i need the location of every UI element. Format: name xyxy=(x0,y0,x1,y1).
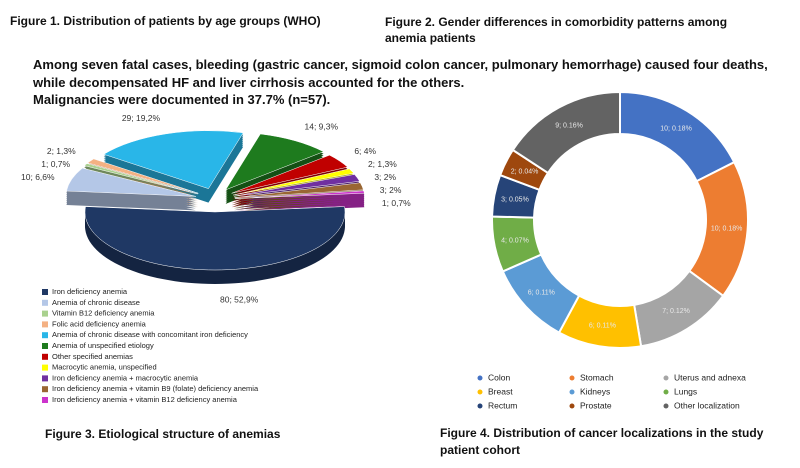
legend-swatch xyxy=(42,375,48,382)
legend-swatch xyxy=(663,375,669,381)
slice-top xyxy=(83,163,198,195)
donut-segment xyxy=(511,90,621,175)
legend-swatch xyxy=(42,353,48,360)
data-label: 6; 0.11% xyxy=(528,289,555,296)
slice-side xyxy=(234,198,365,207)
slice-top xyxy=(233,168,355,196)
legend-swatch xyxy=(569,403,575,409)
data-label: 9; 0.16% xyxy=(555,123,583,130)
slice-side xyxy=(234,196,365,205)
legend-swatch xyxy=(42,332,48,339)
legend-swatch xyxy=(477,403,483,409)
caption: Figure 4. Distribution of cancer localiz… xyxy=(440,426,764,457)
caption: Figure 3. Etiological structure of anemi… xyxy=(45,427,281,441)
legend-label: Colon xyxy=(488,372,510,382)
legend-swatch xyxy=(663,389,669,395)
legend-swatch xyxy=(42,397,48,403)
slice-side xyxy=(234,200,365,209)
data-label: 10; 0.18% xyxy=(711,226,743,233)
legend-label: Macrocytic anemia, unspecified xyxy=(52,363,157,372)
legend-label: Prostate xyxy=(580,400,612,410)
data-label: 3; 0.05% xyxy=(501,196,529,203)
data-label: 6; 0.11% xyxy=(589,322,616,329)
data-label: 4; 0.07% xyxy=(501,237,529,244)
legend-label: Stomach xyxy=(580,372,614,382)
slice-top xyxy=(84,206,346,271)
slice-top xyxy=(225,133,325,191)
data-label: 3; 2% xyxy=(374,172,396,182)
paragraph: Malignancies were documented in 37.7% (n… xyxy=(33,92,331,107)
legend-label: Other specified anemias xyxy=(52,352,133,361)
legend-swatch xyxy=(477,375,483,381)
slice-top xyxy=(87,158,199,194)
paragraph: Among seven fatal cases, bleeding (gastr… xyxy=(33,57,768,90)
legend-swatch xyxy=(42,386,48,393)
pie-slice xyxy=(84,206,346,284)
data-label: 6; 4% xyxy=(354,146,376,156)
slice-top xyxy=(234,182,364,198)
legend-label: Iron deficiency anemia + vitamin B12 def… xyxy=(52,395,238,404)
legend-label: Iron deficiency anemia + macrocytic anem… xyxy=(52,373,199,382)
data-label: 2; 1,3% xyxy=(368,159,397,169)
pie-slice xyxy=(103,130,244,203)
legend-label: Anemia of chronic disease with concomita… xyxy=(52,330,248,339)
slice-side xyxy=(234,194,365,203)
legend-swatch xyxy=(42,321,48,328)
legend-label: Vitamin B12 deficiency anemia xyxy=(52,309,155,318)
legend-swatch xyxy=(42,343,48,349)
legend-swatch xyxy=(42,310,48,317)
data-label: 7; 0.12% xyxy=(662,308,690,315)
legend-swatch xyxy=(42,289,48,295)
legend-swatch xyxy=(569,389,575,395)
data-label: 3; 2% xyxy=(380,185,402,195)
legend-label: Iron deficiency anemia + vitamin B9 (fol… xyxy=(52,384,259,393)
data-label: 2; 0.04% xyxy=(511,169,539,176)
legend-label: Breast xyxy=(488,386,513,396)
legend-label: Uterus and adnexa xyxy=(674,372,746,382)
heading: Figure 1. Distribution of patients by ag… xyxy=(10,14,321,28)
data-label: 14; 9,3% xyxy=(304,121,338,131)
slice-top xyxy=(231,154,349,194)
legend-swatch xyxy=(569,375,575,381)
legend-swatch xyxy=(42,299,48,306)
data-label: 1; 0,7% xyxy=(41,159,70,169)
legend-swatch xyxy=(477,389,483,395)
legend-swatch xyxy=(42,364,48,371)
data-label: 2; 1,3% xyxy=(47,146,76,156)
legend-label: Folic acid deficiency anemia xyxy=(52,319,147,328)
slice-side xyxy=(234,202,365,211)
data-label: 29; 19,2% xyxy=(122,113,161,123)
data-label: 10; 0.18% xyxy=(660,126,692,133)
heading: Figure 2. Gender differences in comorbid… xyxy=(385,15,728,45)
legend-label: Anemia of chronic disease xyxy=(52,298,140,307)
donut-segment xyxy=(619,90,736,183)
slice-side xyxy=(84,165,198,196)
slice-top xyxy=(103,130,244,189)
legend-label: Anemia of unspecified etiology xyxy=(52,341,154,350)
legend-label: Rectum xyxy=(488,400,517,410)
slice-top xyxy=(233,174,361,197)
legend-label: Iron deficiency anemia xyxy=(52,287,128,296)
slice-top xyxy=(66,167,196,197)
legend-label: Kidneys xyxy=(580,386,610,396)
legend-label: Lungs xyxy=(674,386,697,396)
data-label: 10; 6,6% xyxy=(21,172,55,182)
pie-slice xyxy=(66,167,196,211)
data-label: 80; 52,9% xyxy=(220,294,259,304)
data-label: 1; 0,7% xyxy=(382,198,411,208)
legend-label: Other localization xyxy=(674,400,740,410)
legend-swatch xyxy=(663,403,669,409)
pie-slice xyxy=(234,190,365,213)
slice-top xyxy=(234,190,365,199)
